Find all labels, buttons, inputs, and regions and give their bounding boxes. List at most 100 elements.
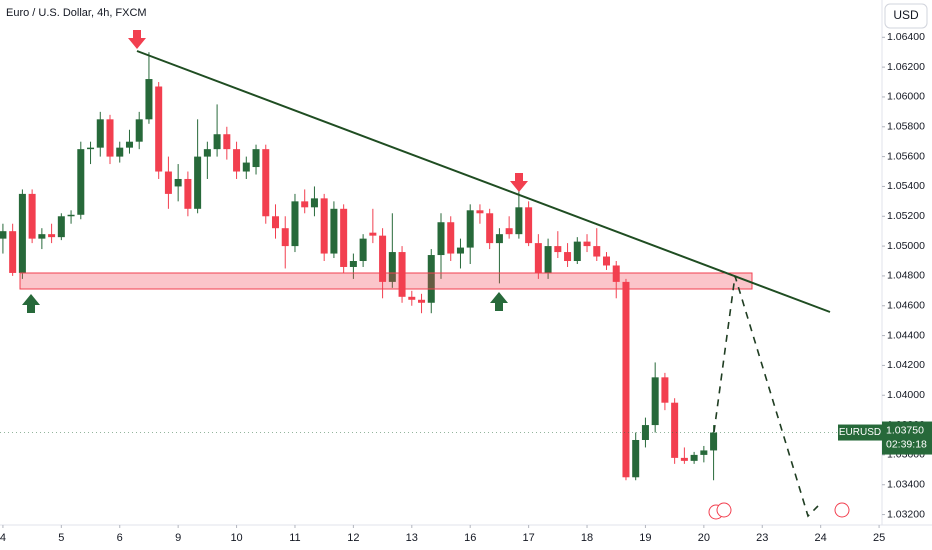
candle-body xyxy=(67,214,75,217)
x-tick-label: 24 xyxy=(815,532,827,544)
currency-button-label[interactable]: USD xyxy=(893,8,919,22)
y-tick-label: 1.03200 xyxy=(887,508,925,520)
y-tick-label: 1.05800 xyxy=(887,121,925,133)
candle-body xyxy=(505,228,513,235)
y-tick-label: 1.05400 xyxy=(887,180,925,192)
candle-body xyxy=(87,147,95,150)
candle-body xyxy=(96,119,104,148)
event-icon[interactable] xyxy=(834,502,850,518)
candle-body xyxy=(194,156,202,209)
candle-body xyxy=(632,439,640,478)
candle-body xyxy=(398,252,406,297)
candle-body xyxy=(622,281,630,478)
symbol-tag-label: EURUSD xyxy=(839,427,881,438)
candle-body xyxy=(213,134,221,150)
candle-body xyxy=(437,222,445,256)
candle-body xyxy=(447,222,455,254)
candle-body xyxy=(525,207,533,244)
up-arrow xyxy=(490,292,508,311)
candle-body xyxy=(602,256,611,266)
candle-body xyxy=(233,149,241,172)
candle-body xyxy=(340,208,348,267)
x-tick-label: 19 xyxy=(639,532,651,544)
candle-body xyxy=(700,450,708,455)
candle-body xyxy=(408,296,416,300)
candle-body xyxy=(515,207,523,235)
chart-title: Euro / U.S. Dollar, 4h, FXCM xyxy=(6,7,147,19)
x-tick-label: 5 xyxy=(58,532,64,544)
candle-body xyxy=(77,149,85,215)
candle-body xyxy=(466,210,474,248)
candle-body xyxy=(106,119,114,157)
candle-body xyxy=(57,216,65,238)
candle-body xyxy=(486,213,494,244)
candle-body xyxy=(418,299,426,303)
x-tick-label: 12 xyxy=(347,532,359,544)
candle-body xyxy=(223,134,231,150)
candle-body xyxy=(164,171,172,194)
candle-body xyxy=(369,232,377,236)
candle-body xyxy=(534,243,542,273)
x-tick-label: 11 xyxy=(289,532,300,544)
price-tag-label: 1.03750 xyxy=(886,424,924,436)
x-tick-label: 13 xyxy=(406,532,418,544)
event-icon[interactable] xyxy=(716,502,732,518)
x-tick-label: 20 xyxy=(698,532,710,544)
candle-body xyxy=(651,377,659,426)
candle-body xyxy=(184,178,192,209)
candle-body xyxy=(0,231,7,239)
candle-body xyxy=(612,265,620,282)
candle-body xyxy=(48,234,56,238)
y-tick-label: 1.04400 xyxy=(887,329,925,341)
support-zone xyxy=(19,272,753,290)
candle-body xyxy=(320,198,328,254)
y-tick-label: 1.05600 xyxy=(887,150,925,162)
y-tick-label: 1.04800 xyxy=(887,270,925,282)
projection-path xyxy=(713,275,819,518)
up-arrow xyxy=(22,294,40,313)
y-tick-label: 1.06200 xyxy=(887,61,925,73)
candle-body xyxy=(554,246,562,253)
drawings xyxy=(19,30,850,520)
candle-body xyxy=(310,198,318,208)
candle-body xyxy=(573,241,581,262)
candle-body xyxy=(379,235,387,282)
candle-body xyxy=(593,246,601,257)
candle-body xyxy=(145,79,153,120)
y-tick-label: 1.04000 xyxy=(887,389,925,401)
candle-body xyxy=(388,252,396,282)
x-tick-label: 6 xyxy=(117,532,123,544)
candle-body xyxy=(174,178,182,187)
candle-body xyxy=(680,457,688,461)
candle-body xyxy=(641,425,649,440)
candle-body xyxy=(135,119,143,142)
x-tick-label: 9 xyxy=(175,532,181,544)
down-arrow xyxy=(510,173,528,192)
candle-body xyxy=(476,210,484,214)
candle-body xyxy=(281,228,289,247)
candle-body xyxy=(544,246,552,273)
candle-body xyxy=(271,216,280,229)
y-tick-label: 1.05000 xyxy=(887,240,925,252)
x-tick-label: 17 xyxy=(522,532,534,544)
countdown-label: 02:39:18 xyxy=(886,438,927,450)
candle-body xyxy=(456,247,464,254)
currency-button[interactable] xyxy=(884,3,928,29)
x-tick-label: 23 xyxy=(756,532,768,544)
candle-body xyxy=(242,162,250,172)
y-tick-label: 1.04200 xyxy=(887,359,925,371)
candle-body xyxy=(671,402,679,458)
candle-body xyxy=(349,261,357,267)
candle-body xyxy=(28,193,36,239)
candle-body xyxy=(495,234,503,244)
x-tick-label: 4 xyxy=(0,532,6,544)
candle-body xyxy=(301,201,309,208)
candle-body xyxy=(330,208,338,254)
candle-body xyxy=(583,241,591,247)
y-tick-label: 1.05200 xyxy=(887,210,925,222)
candle-body xyxy=(155,86,163,172)
down-arrow xyxy=(128,30,146,49)
trend-line xyxy=(136,50,831,313)
symbol-tag xyxy=(838,424,882,441)
